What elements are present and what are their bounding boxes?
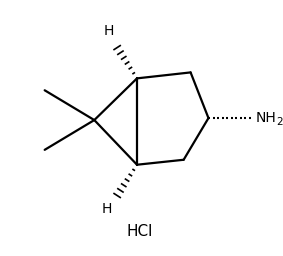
Text: HCl: HCl	[127, 224, 153, 239]
Text: H: H	[102, 202, 112, 216]
Text: 2: 2	[276, 117, 283, 127]
Text: NH: NH	[256, 111, 277, 125]
Text: H: H	[104, 24, 114, 38]
